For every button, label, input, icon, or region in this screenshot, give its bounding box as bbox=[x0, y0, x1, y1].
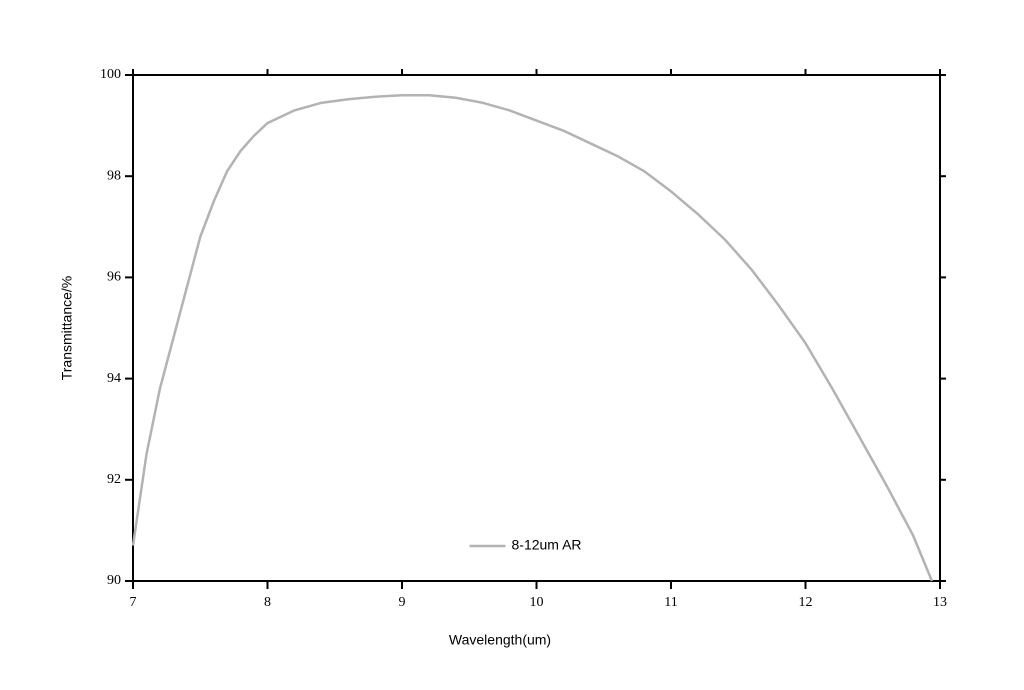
x-tick-label: 8 bbox=[264, 595, 271, 610]
y-tick-label: 98 bbox=[107, 168, 121, 183]
x-tick-label: 9 bbox=[399, 595, 406, 610]
x-tick-label: 12 bbox=[799, 595, 813, 610]
y-tick-label: 94 bbox=[107, 371, 121, 386]
y-tick-label: 92 bbox=[107, 472, 121, 487]
x-tick-label: 11 bbox=[664, 595, 677, 610]
x-tick-label: 13 bbox=[933, 595, 947, 610]
plot-frame bbox=[132, 74, 941, 582]
x-tick-label: 10 bbox=[530, 595, 544, 610]
x-tick-label: 7 bbox=[130, 595, 137, 610]
y-tick-label: 90 bbox=[107, 573, 121, 588]
y-tick-label: 96 bbox=[107, 270, 121, 285]
legend-label: 8-12um AR bbox=[512, 537, 582, 553]
x-axis-label: Wavelength(um) bbox=[449, 632, 551, 648]
y-axis-label: Transmittance/% bbox=[59, 276, 75, 381]
y-tick-label: 100 bbox=[100, 67, 121, 82]
data-line bbox=[131, 93, 934, 582]
